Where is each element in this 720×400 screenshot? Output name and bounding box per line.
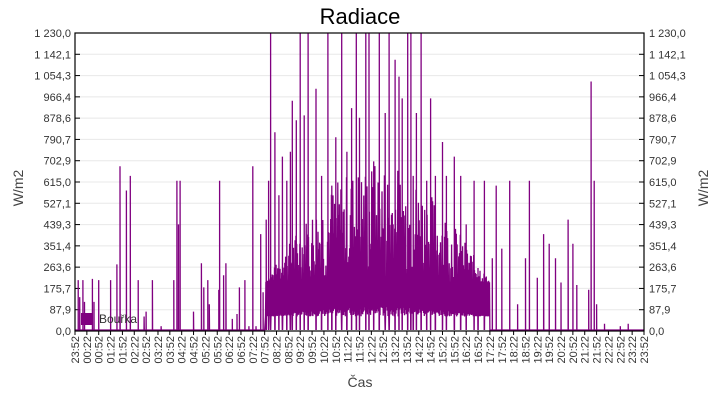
svg-text:02:52: 02:52: [141, 336, 153, 364]
svg-text:351,4: 351,4: [43, 241, 71, 253]
svg-text:16:22: 16:22: [461, 336, 473, 364]
svg-text:790,7: 790,7: [43, 134, 71, 146]
svg-text:615,0: 615,0: [649, 177, 677, 189]
svg-text:175,7: 175,7: [43, 283, 71, 295]
svg-text:439,3: 439,3: [43, 220, 71, 232]
svg-text:13:52: 13:52: [402, 336, 414, 364]
svg-text:11:22: 11:22: [343, 336, 355, 363]
svg-text:15:22: 15:22: [437, 336, 449, 364]
svg-text:23:52: 23:52: [639, 336, 651, 364]
svg-text:07:22: 07:22: [248, 336, 260, 364]
svg-text:439,3: 439,3: [649, 220, 677, 232]
svg-text:18:22: 18:22: [509, 336, 521, 364]
svg-text:07:52: 07:52: [260, 336, 272, 364]
svg-text:09:22: 09:22: [295, 336, 307, 364]
legend: Bouřka: [81, 312, 137, 326]
svg-text:02:22: 02:22: [129, 336, 141, 364]
svg-text:19:22: 19:22: [532, 336, 544, 364]
svg-text:20:22: 20:22: [556, 336, 568, 364]
legend-label: Bouřka: [99, 312, 138, 326]
svg-text:06:52: 06:52: [236, 336, 248, 364]
svg-text:14:22: 14:22: [414, 336, 426, 364]
svg-text:966,4: 966,4: [649, 92, 677, 104]
svg-text:10:52: 10:52: [331, 336, 343, 364]
svg-text:527,1: 527,1: [43, 198, 71, 210]
svg-text:09:52: 09:52: [307, 336, 319, 364]
svg-text:175,7: 175,7: [649, 283, 677, 295]
svg-text:12:22: 12:22: [366, 336, 378, 364]
svg-text:17:52: 17:52: [497, 336, 509, 364]
svg-text:15:52: 15:52: [449, 336, 461, 364]
svg-text:702,9: 702,9: [43, 156, 71, 168]
svg-text:21:52: 21:52: [592, 336, 604, 364]
svg-text:1 142,1: 1 142,1: [34, 49, 71, 61]
svg-text:87,9: 87,9: [50, 305, 71, 317]
svg-text:11:52: 11:52: [355, 336, 367, 363]
svg-text:263,6: 263,6: [43, 262, 71, 274]
svg-text:00:22: 00:22: [82, 336, 94, 364]
svg-text:12:52: 12:52: [378, 336, 390, 364]
svg-text:04:52: 04:52: [189, 336, 201, 364]
svg-text:03:52: 03:52: [165, 336, 177, 364]
svg-text:21:22: 21:22: [580, 336, 592, 364]
svg-text:13:22: 13:22: [390, 336, 402, 364]
svg-text:05:22: 05:22: [200, 336, 212, 364]
svg-text:05:52: 05:52: [212, 336, 224, 364]
svg-text:87,9: 87,9: [649, 305, 670, 317]
svg-text:19:52: 19:52: [544, 336, 556, 364]
svg-text:351,4: 351,4: [649, 241, 677, 253]
svg-text:18:52: 18:52: [520, 336, 532, 364]
svg-text:966,4: 966,4: [43, 92, 71, 104]
svg-text:1 054,3: 1 054,3: [34, 71, 71, 83]
svg-text:01:22: 01:22: [106, 336, 118, 364]
svg-text:263,6: 263,6: [649, 262, 677, 274]
svg-text:23:22: 23:22: [627, 336, 639, 364]
svg-text:14:52: 14:52: [426, 336, 438, 364]
x-axis-label: Čas: [347, 374, 373, 390]
svg-text:878,6: 878,6: [43, 113, 71, 125]
chart-title: Radiace: [319, 4, 401, 29]
svg-text:06:22: 06:22: [224, 336, 236, 364]
svg-text:08:22: 08:22: [272, 336, 284, 364]
svg-text:10:22: 10:22: [319, 336, 331, 364]
svg-text:03:22: 03:22: [153, 336, 165, 364]
svg-text:790,7: 790,7: [649, 134, 677, 146]
svg-text:22:52: 22:52: [615, 336, 627, 364]
svg-text:23:52: 23:52: [70, 336, 82, 364]
svg-text:08:52: 08:52: [283, 336, 295, 364]
svg-text:04:22: 04:22: [177, 336, 189, 364]
svg-text:1 230,0: 1 230,0: [34, 28, 71, 40]
svg-text:527,1: 527,1: [649, 198, 677, 210]
svg-text:01:52: 01:52: [117, 336, 129, 364]
svg-text:0,0: 0,0: [649, 326, 664, 338]
svg-text:16:52: 16:52: [473, 336, 485, 364]
svg-text:17:22: 17:22: [485, 336, 497, 364]
svg-text:615,0: 615,0: [43, 177, 71, 189]
svg-text:20:52: 20:52: [568, 336, 580, 364]
svg-text:702,9: 702,9: [649, 156, 677, 168]
svg-text:1 054,3: 1 054,3: [649, 71, 686, 83]
svg-text:878,6: 878,6: [649, 113, 677, 125]
svg-text:22:22: 22:22: [603, 336, 615, 364]
svg-text:00:52: 00:52: [94, 336, 106, 364]
svg-text:1 230,0: 1 230,0: [649, 28, 686, 40]
svg-text:1 142,1: 1 142,1: [649, 49, 686, 61]
legend-swatch: [81, 313, 93, 325]
svg-text:0,0: 0,0: [56, 326, 71, 338]
